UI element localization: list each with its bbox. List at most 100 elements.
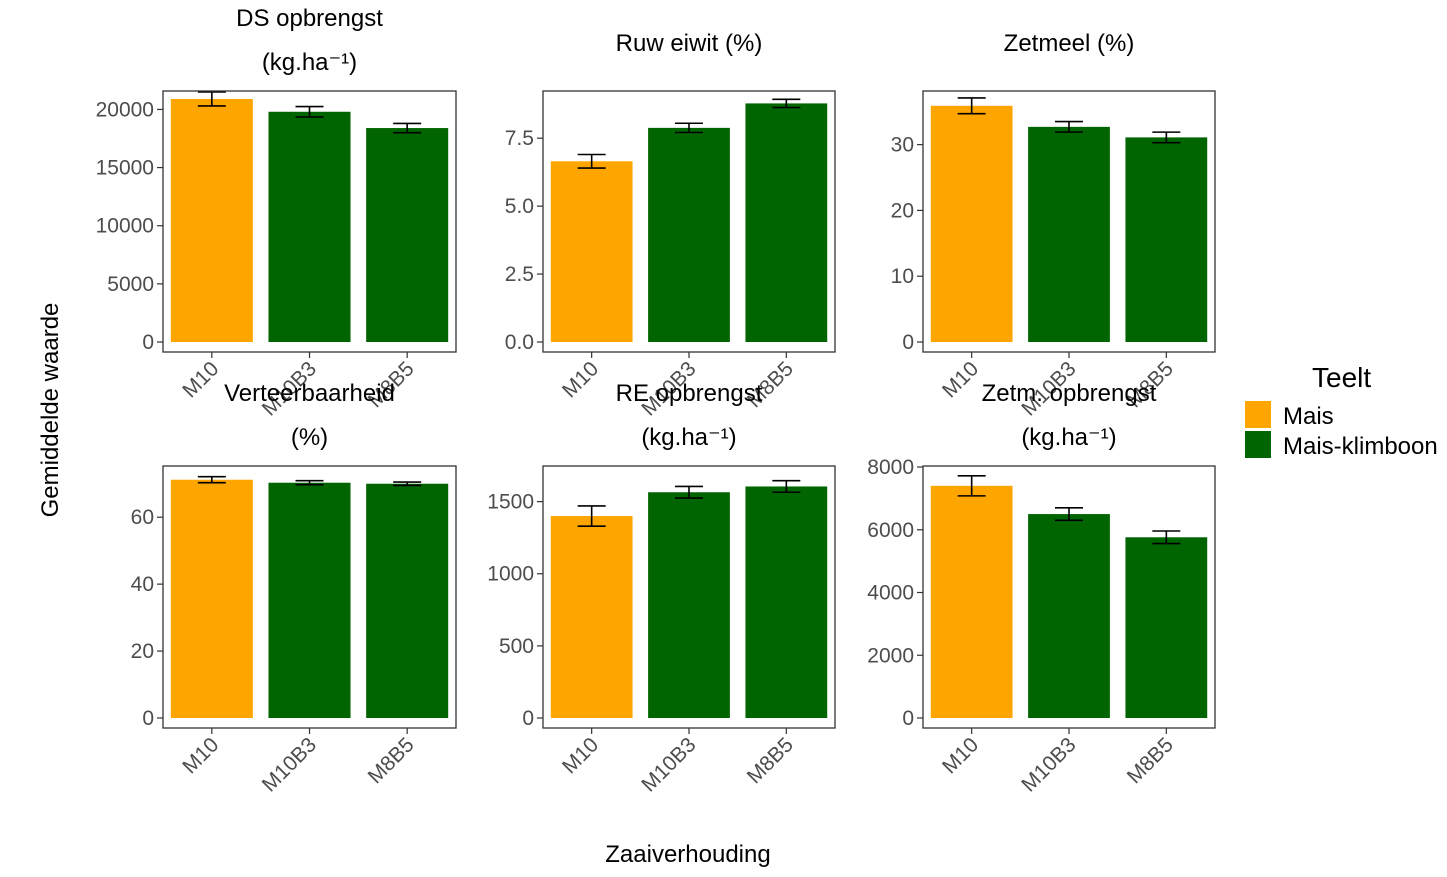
y-tick-label: 1000 <box>487 563 534 586</box>
bar <box>550 516 633 718</box>
y-tick-label: 0.0 <box>505 331 534 354</box>
legend: Teelt Mais Mais-klimboon <box>1245 362 1438 460</box>
x-tick-label: M8B5 <box>743 733 798 788</box>
y-tick-label: 8000 <box>867 456 914 479</box>
panel-title: Verteerbaarheid <box>224 380 395 407</box>
bar <box>648 127 730 342</box>
bar <box>930 105 1013 342</box>
x-tick-label: M10B3 <box>637 733 700 796</box>
bar <box>366 483 449 718</box>
y-tick-label: 0 <box>522 707 534 730</box>
panel-border <box>922 90 1216 353</box>
error-bar <box>957 97 986 115</box>
x-tick-label: M10 <box>178 733 223 778</box>
panel-title: Zetm. opbrengst <box>982 380 1157 407</box>
y-tick-label: 60 <box>131 506 154 529</box>
legend-title: Teelt <box>1312 362 1371 393</box>
error-bar <box>197 91 226 107</box>
panel-6: Zetm. opbrengst (kg.ha⁻¹) M10 M10B3 M8B5 0 200… <box>867 380 1216 797</box>
bar <box>1028 126 1110 342</box>
y-tick-label: 5000 <box>107 273 154 296</box>
error-bar <box>957 474 986 497</box>
error-bar <box>577 153 606 169</box>
x-tick-label: M10B3 <box>1017 733 1080 796</box>
legend-key-mais-klimboon <box>1245 431 1271 458</box>
y-tick-label: 0 <box>142 331 154 354</box>
error-bar <box>1055 120 1083 133</box>
error-bar <box>393 122 422 134</box>
panel-border <box>542 90 836 353</box>
bar <box>268 111 351 342</box>
x-axis-label: Zaaiverhouding <box>605 841 770 868</box>
panel-1: DS opbrengst(kg.ha⁻¹)M10 M10B3 M8B50500010… <box>96 5 457 421</box>
panel-border <box>922 465 1216 729</box>
bar <box>550 161 633 342</box>
panel-border <box>162 465 457 729</box>
x-tick-label: M10B3 <box>258 733 321 796</box>
y-tick-label: 0 <box>902 331 914 354</box>
x-tick-label: M8B5 <box>1123 733 1178 788</box>
panel-border <box>542 465 836 729</box>
panel-title: Ruw eiwit (%) <box>616 30 763 57</box>
bar <box>745 486 828 718</box>
bar <box>1125 537 1208 718</box>
error-bar <box>772 479 801 494</box>
legend-key-mais <box>1245 401 1271 428</box>
y-tick-label: 1500 <box>487 491 534 514</box>
x-tick-label: M10 <box>938 357 983 402</box>
bar <box>930 485 1013 718</box>
panel-border <box>162 90 457 353</box>
y-tick-label: 20000 <box>96 98 154 121</box>
error-bar <box>295 479 324 486</box>
bar <box>170 479 253 718</box>
panel-5: RE opbrengst (kg.ha⁻¹) M10 M10B3 M8B5 0 500 100… <box>487 380 836 797</box>
error-bar <box>675 122 703 134</box>
error-bar <box>295 105 324 118</box>
bar <box>1125 137 1208 342</box>
panel-title: (kg.ha⁻¹) <box>262 49 357 76</box>
bar <box>648 492 730 718</box>
x-tick-label: M10 <box>178 357 223 402</box>
y-tick-label: 40 <box>131 573 154 596</box>
error-bar <box>577 505 606 527</box>
y-tick-label: 2000 <box>867 644 914 667</box>
y-tick-label: 500 <box>499 635 534 658</box>
y-tick-label: 10 <box>891 265 914 288</box>
panel-title: (kg.ha⁻¹) <box>641 424 736 451</box>
error-bar <box>1152 530 1181 545</box>
error-bar <box>393 481 422 487</box>
x-tick-label: M10 <box>558 733 603 778</box>
error-bar <box>197 475 226 484</box>
y-tick-label: 0 <box>902 707 914 730</box>
bar <box>745 103 828 342</box>
panel-title: (kg.ha⁻¹) <box>1021 424 1116 451</box>
error-bar <box>675 485 703 499</box>
panel-4: Verteerbaarheid (%) M10 M10B3 M8B5 0 20 40 60 <box>131 380 457 797</box>
error-bar <box>1055 506 1083 522</box>
legend-label-mais: Mais <box>1283 403 1334 430</box>
legend-label-mais-klimboon: Mais-klimboon <box>1283 433 1438 460</box>
bar <box>366 128 449 342</box>
x-tick-label: M10 <box>558 357 603 402</box>
y-tick-label: 10000 <box>96 215 154 238</box>
y-tick-label: 4000 <box>867 582 914 605</box>
y-tick-label: 6000 <box>867 519 914 542</box>
panel-title: RE opbrengst <box>616 380 763 407</box>
y-tick-label: 30 <box>891 134 914 157</box>
y-tick-label: 0 <box>142 707 154 730</box>
y-axis-label: Gemiddelde waarde <box>37 303 64 518</box>
panels: DS opbrengst(kg.ha⁻¹)M10 M10B3 M8B50500010… <box>96 5 1216 797</box>
x-tick-label: M8B5 <box>364 733 419 788</box>
bar <box>170 98 253 342</box>
panel-title: (%) <box>291 424 328 451</box>
error-bar <box>772 98 801 109</box>
y-tick-label: 20 <box>891 199 914 222</box>
panel-title: DS opbrengst <box>236 5 383 32</box>
y-tick-label: 15000 <box>96 157 154 180</box>
bar <box>268 482 351 718</box>
y-tick-label: 2.5 <box>505 263 534 286</box>
y-tick-label: 7.5 <box>505 127 534 150</box>
